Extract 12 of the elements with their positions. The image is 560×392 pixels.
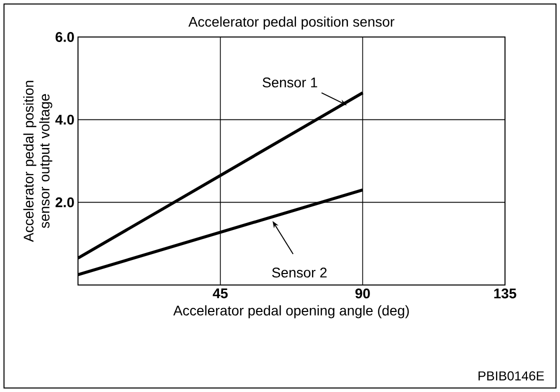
x-axis-title: Accelerator pedal opening angle (deg) [173,305,409,318]
x-tick-label: 135 [494,288,516,298]
text: PBIB0146E [478,371,544,380]
x-tick-label: 90 [355,288,370,298]
y-tick-label: 4.0 [55,114,74,125]
y-axis-title: Accelerator pedal position sensor output voltage [23,80,52,242]
x-tick-label: 45 [212,288,228,298]
chart-title: Accelerator pedal position sensor [188,16,394,30]
legend-label: Sensor 2 [272,268,327,278]
y-tick-label: 6.0 [56,32,74,42]
series-label: Sensor 1 [262,78,318,88]
y-tick-label: 2.0 [56,197,74,208]
